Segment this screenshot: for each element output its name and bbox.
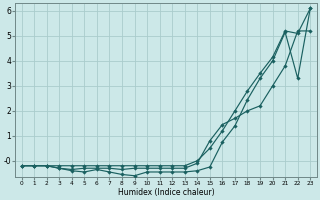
X-axis label: Humidex (Indice chaleur): Humidex (Indice chaleur) (117, 188, 214, 197)
